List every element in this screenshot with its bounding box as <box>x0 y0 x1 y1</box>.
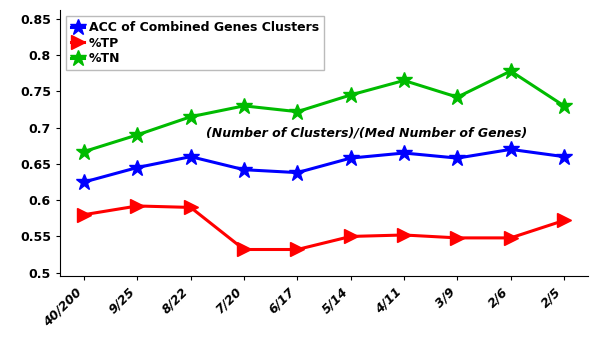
ACC of Combined Genes Clusters <box>400 151 407 155</box>
%TN <box>294 110 301 114</box>
%TP <box>454 236 461 240</box>
%TN <box>347 93 354 97</box>
ACC of Combined Genes Clusters <box>347 156 354 160</box>
ACC of Combined Genes Clusters <box>80 180 88 184</box>
ACC of Combined Genes Clusters <box>507 147 514 151</box>
ACC of Combined Genes Clusters <box>187 155 194 159</box>
ACC of Combined Genes Clusters <box>560 155 568 159</box>
ACC of Combined Genes Clusters <box>241 168 248 172</box>
%TP <box>400 233 407 237</box>
Line: %TN: %TN <box>76 63 572 160</box>
%TP <box>134 204 141 208</box>
ACC of Combined Genes Clusters <box>134 165 141 170</box>
%TP <box>347 235 354 239</box>
Line: ACC of Combined Genes Clusters: ACC of Combined Genes Clusters <box>76 141 572 190</box>
%TP <box>294 247 301 251</box>
%TN <box>187 115 194 119</box>
Line: %TP: %TP <box>77 199 571 256</box>
%TP <box>507 236 514 240</box>
%TN <box>241 104 248 108</box>
Legend: ACC of Combined Genes Clusters, %TP, %TN: ACC of Combined Genes Clusters, %TP, %TN <box>66 17 324 70</box>
%TP <box>80 213 88 217</box>
%TN <box>560 104 568 108</box>
Text: (Number of Clusters)/(Med Number of Genes): (Number of Clusters)/(Med Number of Gene… <box>206 126 527 139</box>
ACC of Combined Genes Clusters <box>294 171 301 175</box>
%TN <box>454 95 461 99</box>
ACC of Combined Genes Clusters <box>454 156 461 160</box>
%TP <box>187 206 194 210</box>
%TN <box>507 69 514 73</box>
%TN <box>134 133 141 137</box>
%TN <box>80 150 88 154</box>
%TP <box>241 247 248 251</box>
%TN <box>400 79 407 83</box>
%TP <box>560 218 568 222</box>
